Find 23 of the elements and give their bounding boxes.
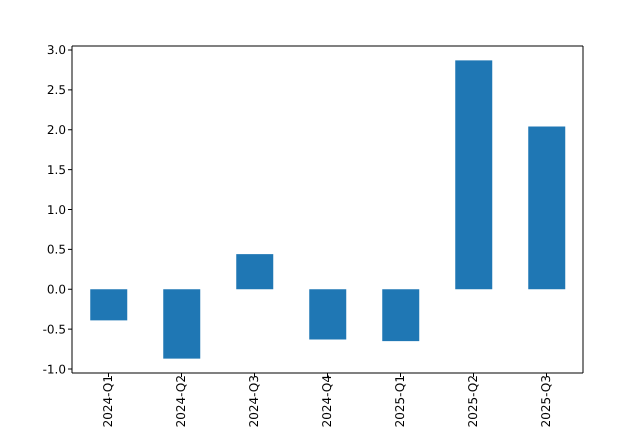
x-tick-label: 2025-Q3 bbox=[539, 375, 554, 428]
bar bbox=[309, 289, 346, 340]
y-tick-label: 2.5 bbox=[46, 83, 66, 98]
x-tick-label: 2024-Q2 bbox=[174, 375, 188, 428]
y-tick-label: 0.5 bbox=[46, 242, 66, 257]
x-tick-label: 2025-Q2 bbox=[466, 375, 480, 428]
bar bbox=[90, 289, 128, 320]
y-tick-label: 2.0 bbox=[46, 123, 66, 138]
y-tick-label: -1.0 bbox=[42, 362, 66, 376]
x-tick-label: 2024-Q3 bbox=[247, 375, 262, 428]
y-tick-label: -0.5 bbox=[42, 322, 66, 336]
bar bbox=[163, 289, 200, 359]
y-tick-label: 1.0 bbox=[46, 202, 66, 217]
bar bbox=[236, 254, 274, 290]
bar bbox=[382, 289, 420, 342]
x-tick-label: 2025-Q1 bbox=[393, 375, 408, 428]
x-tick-label: 2024-Q4 bbox=[320, 375, 334, 428]
bar bbox=[455, 60, 492, 290]
bar bbox=[528, 126, 566, 290]
x-tick-label: 2024-Q1 bbox=[101, 375, 116, 428]
y-tick-label: 3.0 bbox=[46, 43, 66, 58]
y-tick-label: 1.5 bbox=[46, 162, 66, 177]
y-tick-label: 0.0 bbox=[46, 282, 66, 297]
